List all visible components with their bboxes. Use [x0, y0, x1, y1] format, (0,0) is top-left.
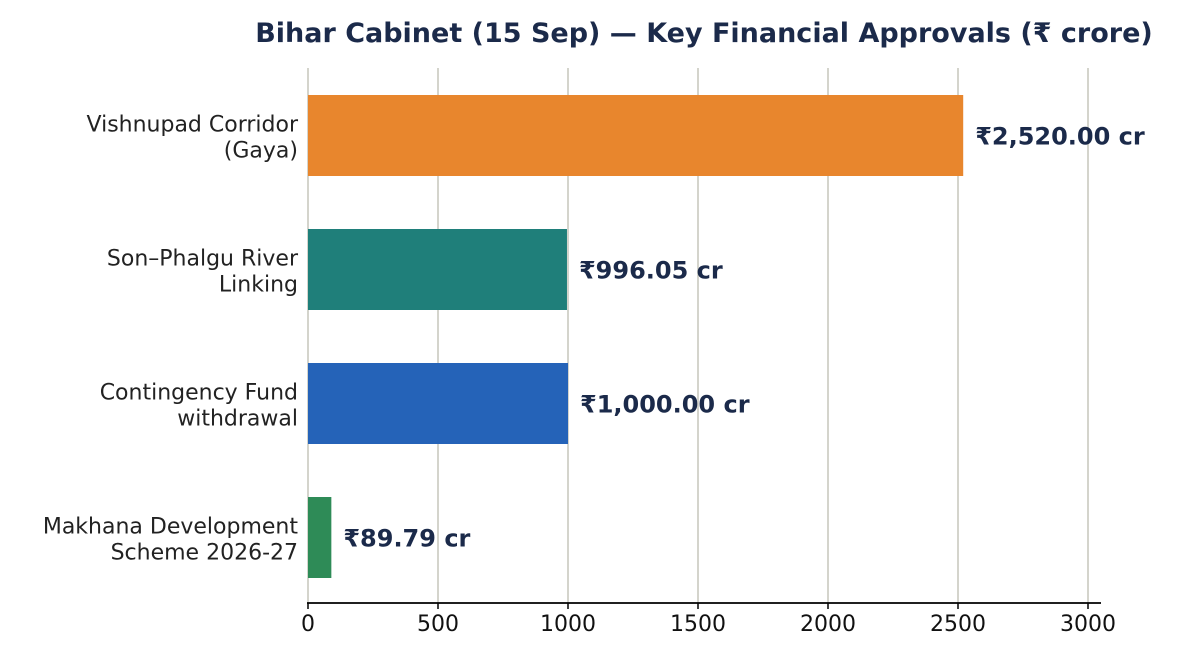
data-labels: ₹2,520.00 cr ₹996.05 cr ₹1,000.00 cr ₹89.79… [343, 123, 1145, 553]
bar [308, 363, 568, 444]
category-label: Contingency Fund withdrawal [100, 381, 298, 432]
category-label-line: (Gaya) [224, 139, 298, 164]
category-label-line: Linking [219, 273, 298, 298]
category-label-line: Vishnupad Corridor [87, 113, 299, 138]
category-labels: Vishnupad Corridor (Gaya) Son–Phalgu River… [43, 113, 299, 566]
x-tick-label: 500 [417, 612, 459, 637]
category-label-line: withdrawal [177, 407, 298, 432]
bar [308, 95, 964, 176]
x-tick-label: 2000 [800, 612, 856, 637]
x-axis: 0 500 1000 1500 2000 2500 3000 [301, 602, 1116, 637]
category-label-line: Son–Phalgu River [107, 247, 299, 272]
bar [308, 229, 567, 310]
bars [308, 95, 964, 578]
category-label-line: Makhana Development [43, 515, 299, 540]
x-tick-label: 2500 [930, 612, 986, 637]
data-label: ₹996.05 cr [579, 257, 723, 285]
category-label-line: Contingency Fund [100, 381, 298, 406]
x-tick-label: 1500 [670, 612, 726, 637]
x-tick-label: 3000 [1060, 612, 1116, 637]
category-label-line: Scheme 2026-27 [111, 541, 298, 566]
x-tick-label: 0 [301, 612, 315, 637]
chart-title: Bihar Cabinet (15 Sep) — Key Financial A… [255, 18, 1153, 49]
data-label: ₹2,520.00 cr [975, 123, 1145, 151]
data-label: ₹1,000.00 cr [580, 391, 750, 419]
category-label: Vishnupad Corridor (Gaya) [87, 113, 299, 164]
bar [308, 497, 332, 578]
data-label: ₹89.79 cr [343, 525, 470, 553]
x-tick-label: 1000 [540, 612, 596, 637]
category-label: Makhana Development Scheme 2026-27 [43, 515, 299, 566]
category-label: Son–Phalgu River Linking [107, 247, 299, 298]
